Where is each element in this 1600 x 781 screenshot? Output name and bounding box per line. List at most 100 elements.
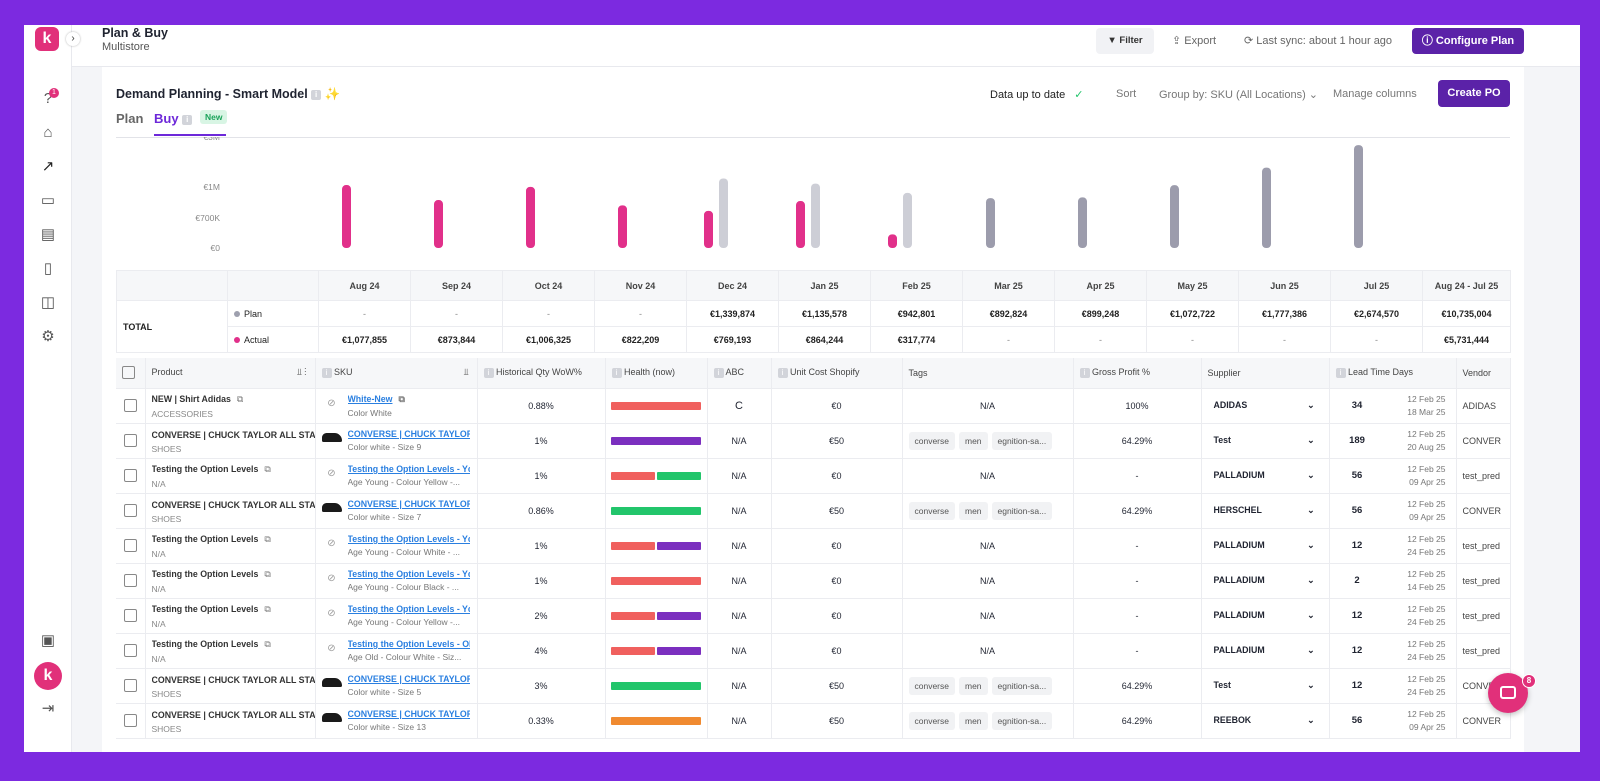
row-select[interactable] xyxy=(116,668,146,704)
avatar[interactable]: k xyxy=(34,662,62,690)
product-name[interactable]: Testing the Option Levels ⧉ xyxy=(152,604,315,615)
row-select[interactable] xyxy=(116,423,146,459)
pin-icon[interactable]: ⫫ xyxy=(463,367,469,378)
sku-link[interactable]: Testing the Option Levels - Yc xyxy=(348,569,470,579)
lead-time-value[interactable]: 189 xyxy=(1349,435,1365,446)
supplier-select[interactable]: ADIDAS ⌄ xyxy=(1201,388,1330,424)
info-icon[interactable]: i xyxy=(311,89,322,100)
info-icon[interactable]: i xyxy=(1335,368,1346,379)
col-gross-profit[interactable]: i Gross Profit % xyxy=(1073,358,1202,389)
package-icon[interactable]: ◫ xyxy=(40,294,56,311)
supplier-select[interactable]: PALLADIUM ⌄ xyxy=(1201,528,1330,564)
lead-time-value[interactable]: 12 xyxy=(1351,645,1363,656)
bar-plan[interactable] xyxy=(903,192,912,248)
table-row[interactable]: CONVERSE | CHUCK TAYLOR ALL STA SHOES CONV… xyxy=(116,668,1511,704)
bar-plan[interactable] xyxy=(986,198,995,248)
sku-link[interactable]: Testing the Option Levels - Ol xyxy=(348,639,470,649)
product-name[interactable]: Testing the Option Levels ⧉ xyxy=(152,464,315,475)
lead-time-value[interactable]: 12 xyxy=(1351,680,1363,691)
col-lead-time[interactable]: i Lead Time Days xyxy=(1329,358,1457,389)
tab-buy[interactable]: Buy i xyxy=(154,111,193,126)
col-abc[interactable]: i ABC xyxy=(707,358,772,389)
trend-icon[interactable]: ↗ xyxy=(41,158,55,175)
row-select[interactable] xyxy=(116,703,146,739)
copy-icon[interactable]: ⧉ xyxy=(398,393,405,404)
archive-icon[interactable]: ▤ xyxy=(40,226,56,243)
info-icon[interactable]: i xyxy=(182,114,193,125)
supplier-select[interactable]: PALLADIUM ⌄ xyxy=(1201,633,1330,669)
copy-icon[interactable]: ⧉ xyxy=(264,639,271,649)
row-checkbox[interactable] xyxy=(123,434,137,447)
select-all[interactable] xyxy=(116,358,146,389)
app-logo[interactable]: k xyxy=(35,27,59,51)
lead-time-value[interactable]: 56 xyxy=(1351,505,1363,516)
col-vendor[interactable]: Vendor xyxy=(1456,358,1511,389)
sku-link[interactable]: CONVERSE | CHUCK TAYLOR xyxy=(348,674,470,684)
table-row[interactable]: CONVERSE | CHUCK TAYLOR ALL STA SHOES CONV… xyxy=(116,703,1511,739)
col-tags[interactable]: Tags xyxy=(902,358,1074,389)
supplier-select[interactable]: PALLADIUM ⌄ xyxy=(1201,563,1330,599)
lead-time-value[interactable]: 34 xyxy=(1351,400,1363,411)
bar-plan[interactable] xyxy=(811,183,820,248)
basket-icon[interactable]: ▭ xyxy=(40,192,56,209)
info-icon[interactable]: i xyxy=(321,367,332,378)
tag[interactable]: egnition-sa... xyxy=(991,431,1053,450)
table-row[interactable]: NEW | Shirt Adidas ⧉ ACCESSORIES ⊘ White-New… xyxy=(116,388,1511,424)
row-select[interactable] xyxy=(116,458,146,494)
bar-plan[interactable] xyxy=(1262,167,1271,248)
row-checkbox[interactable] xyxy=(123,644,137,657)
supplier-select[interactable]: REEBOK ⌄ xyxy=(1201,703,1330,739)
product-name[interactable]: Testing the Option Levels ⧉ xyxy=(152,534,315,545)
sku-link[interactable]: CONVERSE | CHUCK TAYLOR xyxy=(348,499,470,509)
configure-plan-button[interactable]: ⓘ Configure Plan xyxy=(1412,28,1524,54)
col-unit-cost[interactable]: i Unit Cost Shopify xyxy=(771,358,903,389)
product-name[interactable]: CONVERSE | CHUCK TAYLOR ALL STA xyxy=(152,430,315,440)
bar-actual[interactable] xyxy=(796,201,805,248)
table-row[interactable]: Testing the Option Levels ⧉ N/A ⊘ Testing th… xyxy=(116,563,1511,599)
copy-icon[interactable]: ⧉ xyxy=(236,394,244,404)
info-icon[interactable]: i xyxy=(713,368,724,379)
copy-icon[interactable]: ⧉ xyxy=(264,534,271,544)
row-select[interactable] xyxy=(116,633,146,669)
row-select[interactable] xyxy=(116,528,146,564)
tag[interactable]: men xyxy=(959,676,988,695)
bar-actual[interactable] xyxy=(526,186,535,248)
create-po-button[interactable]: Create PO xyxy=(1438,80,1510,107)
row-checkbox[interactable] xyxy=(123,609,137,622)
supplier-select[interactable]: Test ⌄ xyxy=(1201,668,1330,704)
table-row[interactable]: CONVERSE | CHUCK TAYLOR ALL STA SHOES CONV… xyxy=(116,493,1511,529)
info-icon[interactable]: i xyxy=(1079,368,1090,379)
tag[interactable]: converse xyxy=(908,711,955,730)
lead-time-value[interactable]: 12 xyxy=(1351,610,1363,621)
document-icon[interactable]: ▯ xyxy=(43,260,53,277)
tag[interactable]: converse xyxy=(908,501,955,520)
bar-actual[interactable] xyxy=(434,200,443,248)
lead-time-value[interactable]: 56 xyxy=(1351,470,1363,481)
export-button[interactable]: ⇪ Export xyxy=(1172,28,1216,54)
supplier-select[interactable]: Test ⌄ xyxy=(1201,423,1330,459)
info-icon[interactable]: i xyxy=(777,368,788,379)
tag[interactable]: egnition-sa... xyxy=(991,501,1053,520)
table-row[interactable]: Testing the Option Levels ⧉ N/A ⊘ Testing th… xyxy=(116,633,1511,669)
copy-icon[interactable]: ⧉ xyxy=(264,569,271,579)
row-checkbox[interactable] xyxy=(123,679,137,692)
product-name[interactable]: Testing the Option Levels ⧉ xyxy=(152,639,315,650)
bar-actual[interactable] xyxy=(618,205,627,248)
filter-button[interactable]: ▼ Filter xyxy=(1096,28,1154,54)
home-icon[interactable]: ⌂ xyxy=(43,124,53,141)
row-checkbox[interactable] xyxy=(123,714,137,727)
sku-link[interactable]: CONVERSE | CHUCK TAYLOR xyxy=(348,429,470,439)
table-row[interactable]: Testing the Option Levels ⧉ N/A ⊘ Testing th… xyxy=(116,528,1511,564)
info-icon[interactable]: i xyxy=(483,368,494,379)
tag[interactable]: men xyxy=(959,431,988,450)
row-checkbox[interactable] xyxy=(123,469,137,482)
row-checkbox[interactable] xyxy=(123,574,137,587)
group-by-dropdown[interactable]: Group by: SKU (All Locations) ⌄ xyxy=(1159,88,1318,101)
product-name[interactable]: Testing the Option Levels ⧉ xyxy=(152,569,315,580)
lead-time-value[interactable]: 56 xyxy=(1351,715,1363,726)
sku-link[interactable]: Testing the Option Levels - Yc xyxy=(348,464,470,474)
help-icon[interactable]: ? xyxy=(43,90,53,107)
col-health[interactable]: i Health (now) xyxy=(605,358,708,389)
sku-link[interactable]: Testing the Option Levels - Yc xyxy=(348,534,470,544)
tag[interactable]: egnition-sa... xyxy=(991,676,1053,695)
